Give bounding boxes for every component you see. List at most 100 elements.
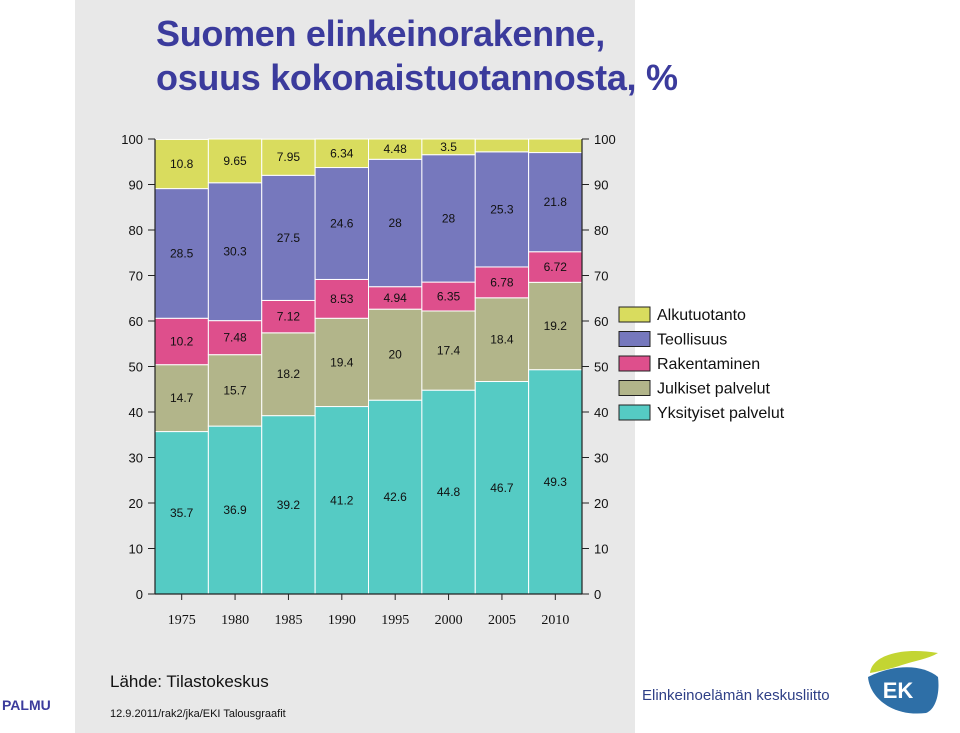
source-note: Lähde: Tilastokeskus	[110, 672, 269, 691]
bar-segment	[261, 332, 316, 417]
bar-segment	[421, 389, 476, 595]
bar-segment	[421, 281, 476, 312]
legend-label: Alkutuotanto	[657, 307, 746, 324]
y-tick-label-left: 70	[129, 269, 143, 284]
x-tick-label: 1980	[221, 613, 249, 628]
y-tick-label-right: 70	[594, 269, 608, 284]
legend-label: Yksityiset palvelut	[657, 405, 785, 422]
data-label: 4.94	[384, 291, 408, 305]
data-label: 24.6	[330, 216, 354, 230]
legend-panel	[635, 0, 960, 630]
data-label: 7.12	[277, 310, 301, 324]
palmu-logo-text: PALMU	[2, 697, 51, 713]
ek-logo: EK	[868, 651, 939, 714]
data-label: 49.3	[544, 475, 568, 489]
page-title: Suomen elinkeinorakenne, osuus kokonaist…	[156, 12, 678, 100]
bar-segment	[474, 138, 530, 153]
data-label: 9.65	[223, 154, 247, 168]
data-label: 7.48	[223, 331, 247, 345]
bar-segment	[528, 251, 583, 283]
data-label: 6.34	[330, 146, 354, 160]
y-tick-label-left: 50	[129, 360, 143, 375]
data-label: 10.8	[170, 157, 194, 171]
data-label: 25.3	[490, 202, 514, 216]
y-tick-label-right: 20	[594, 496, 608, 511]
data-label: 19.2	[544, 319, 568, 333]
footnote: 12.9.2011/rak2/jka/EKI Talousgraafit	[110, 708, 286, 720]
data-label: 28	[389, 216, 403, 230]
y-tick-label-right: 60	[594, 314, 608, 329]
data-label: 36.9	[223, 503, 247, 517]
data-label: 19.4	[330, 355, 354, 369]
x-tick-label: 2005	[488, 613, 516, 628]
x-tick-label: 1990	[328, 613, 356, 628]
x-tick-label: 2010	[541, 613, 569, 628]
data-label: 35.7	[170, 506, 194, 520]
legend-swatch	[618, 306, 651, 323]
y-tick-label-left: 100	[121, 132, 143, 147]
y-tick-label-left: 40	[129, 405, 143, 420]
bar-segment	[261, 174, 316, 301]
data-label: 21.8	[544, 195, 568, 209]
y-tick-label-left: 20	[129, 496, 143, 511]
bar-segment	[421, 310, 476, 391]
bar-segment	[314, 278, 369, 319]
data-label: 18.4	[490, 333, 514, 347]
y-tick-label-left: 30	[129, 451, 143, 466]
data-label: 30.3	[223, 245, 247, 259]
bar-segment	[261, 138, 316, 176]
y-tick-label-left: 80	[129, 223, 143, 238]
data-label: 8.53	[330, 292, 354, 306]
y-tick-label-right: 100	[594, 132, 616, 147]
data-label: 20	[389, 348, 403, 362]
bar-segment	[261, 415, 316, 595]
title-line-1: Suomen elinkeinorakenne,	[156, 13, 605, 54]
data-label: 28.5	[170, 246, 194, 260]
y-tick-label-right: 90	[594, 178, 608, 193]
bar-segment	[207, 354, 263, 427]
data-label: 6.72	[544, 260, 568, 274]
x-tick-label: 1975	[168, 613, 196, 628]
bar-segment	[368, 158, 423, 288]
ek-logo-text: EK	[883, 678, 914, 703]
x-tick-label: 2000	[435, 613, 463, 628]
data-label: 10.2	[170, 334, 194, 348]
bar-segment	[528, 281, 583, 371]
bar-segment	[474, 297, 530, 383]
data-label: 7.95	[277, 150, 301, 164]
bar-segment	[368, 399, 423, 595]
y-tick-label-right: 50	[594, 360, 608, 375]
bar-segment	[421, 154, 476, 283]
legend-swatch	[618, 404, 651, 421]
data-label: 46.7	[490, 481, 514, 495]
bar-segment	[528, 369, 583, 595]
y-tick-label-right: 0	[594, 587, 601, 602]
data-label: 6.35	[437, 290, 461, 304]
y-tick-label-right: 80	[594, 223, 608, 238]
data-label: 14.7	[170, 391, 194, 405]
data-label: 42.6	[384, 490, 408, 504]
bar-segment	[154, 431, 209, 595]
data-label: 17.4	[437, 344, 461, 358]
data-label: 28	[442, 211, 456, 225]
x-tick-label: 1995	[381, 613, 409, 628]
bar-segment	[314, 138, 369, 169]
y-tick-label-left: 60	[129, 314, 143, 329]
data-label: 44.8	[437, 485, 461, 499]
y-tick-label-left: 90	[129, 178, 143, 193]
data-label: 3.5	[440, 140, 457, 154]
bar-segment	[314, 317, 369, 408]
organization-name: Elinkeinoelämän keskusliitto	[642, 687, 830, 704]
legend-swatch	[618, 331, 651, 347]
bar-segment	[528, 152, 583, 253]
y-tick-label-left: 10	[129, 542, 143, 557]
bar-segment	[207, 182, 263, 322]
y-tick-label-left: 0	[136, 587, 143, 602]
data-label: 27.5	[277, 231, 301, 245]
bar-segment	[528, 138, 583, 154]
title-line-2: osuus kokonaistuotannosta, %	[156, 57, 678, 98]
bar-segment	[314, 167, 369, 280]
legend-label: Teollisuus	[657, 332, 727, 349]
legend-swatch	[618, 355, 651, 372]
